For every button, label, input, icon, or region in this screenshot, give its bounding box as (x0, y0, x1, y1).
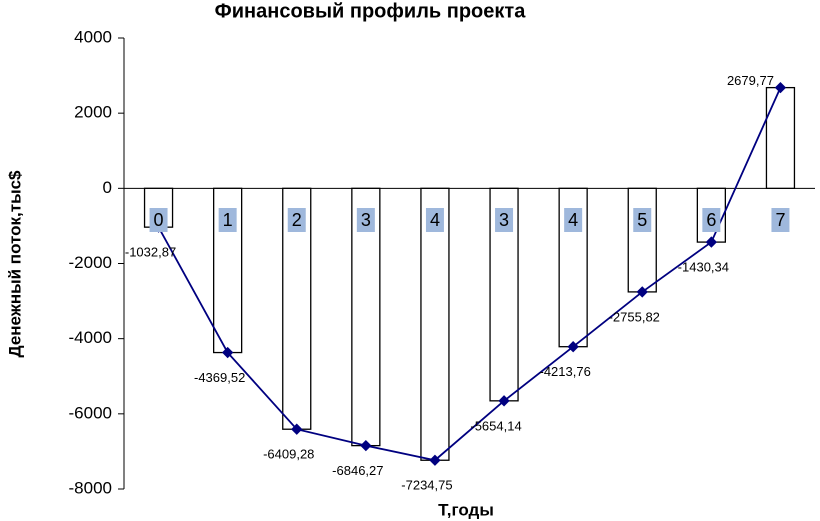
x-tick-label: 1 (223, 210, 233, 230)
x-tick-label: 0 (154, 210, 164, 230)
category-label-bg (633, 208, 652, 232)
value-label: -4213,76 (539, 364, 590, 379)
marker (498, 395, 510, 407)
y-tick-label: 0 (103, 178, 112, 197)
x-tick-label: 2 (292, 210, 302, 230)
category-label-bg (149, 208, 168, 232)
y-tick-label: -4000 (69, 328, 112, 347)
y-axis-title: Денежный поток,тыс$ (5, 170, 24, 358)
x-tick-label: 7 (775, 210, 785, 230)
category-label-bg (287, 208, 306, 232)
category-label-bg (702, 208, 721, 232)
value-label: -1430,34 (678, 260, 729, 275)
category-label-bg (218, 208, 237, 232)
y-tick-label: -6000 (69, 403, 112, 422)
value-label: -4369,52 (194, 370, 245, 385)
line (157, 87, 782, 462)
x-tick-label: 3 (499, 210, 509, 230)
x-tick-label: 6 (706, 210, 716, 230)
category-label-bg (564, 208, 583, 232)
category-label-bg (771, 208, 790, 232)
marker (705, 236, 718, 248)
bar (765, 86, 796, 189)
category-label-bg (425, 208, 444, 232)
y-tick-label: -8000 (69, 478, 112, 497)
bar (627, 187, 657, 293)
marker (429, 454, 441, 466)
chart-title: Финансовый профиль проекта (215, 0, 527, 22)
value-label: -6846,27 (332, 463, 383, 478)
category-label-bg (356, 208, 375, 232)
value-label: -1032,87 (125, 245, 176, 260)
category-label-bg (495, 208, 514, 232)
y-tick-label: 4000 (74, 27, 112, 46)
x-tick-label: 5 (637, 210, 647, 230)
value-label: 2679,77 (727, 73, 774, 88)
marker (360, 439, 372, 452)
x-tick-label: 4 (430, 210, 440, 230)
value-label: -5654,14 (470, 418, 521, 433)
marker (291, 423, 303, 435)
y-tick-label: 2000 (74, 103, 112, 122)
marker (221, 346, 234, 359)
x-tick-label: 3 (361, 210, 371, 230)
x-axis-title: Т,годы (438, 500, 494, 519)
marker (636, 286, 648, 298)
value-label: -2755,82 (609, 309, 660, 324)
x-tick-label: 4 (568, 210, 578, 230)
marker (567, 341, 579, 353)
value-label: -7234,75 (401, 478, 452, 493)
value-label: -6409,28 (263, 447, 314, 462)
y-tick-label: -2000 (69, 253, 112, 272)
